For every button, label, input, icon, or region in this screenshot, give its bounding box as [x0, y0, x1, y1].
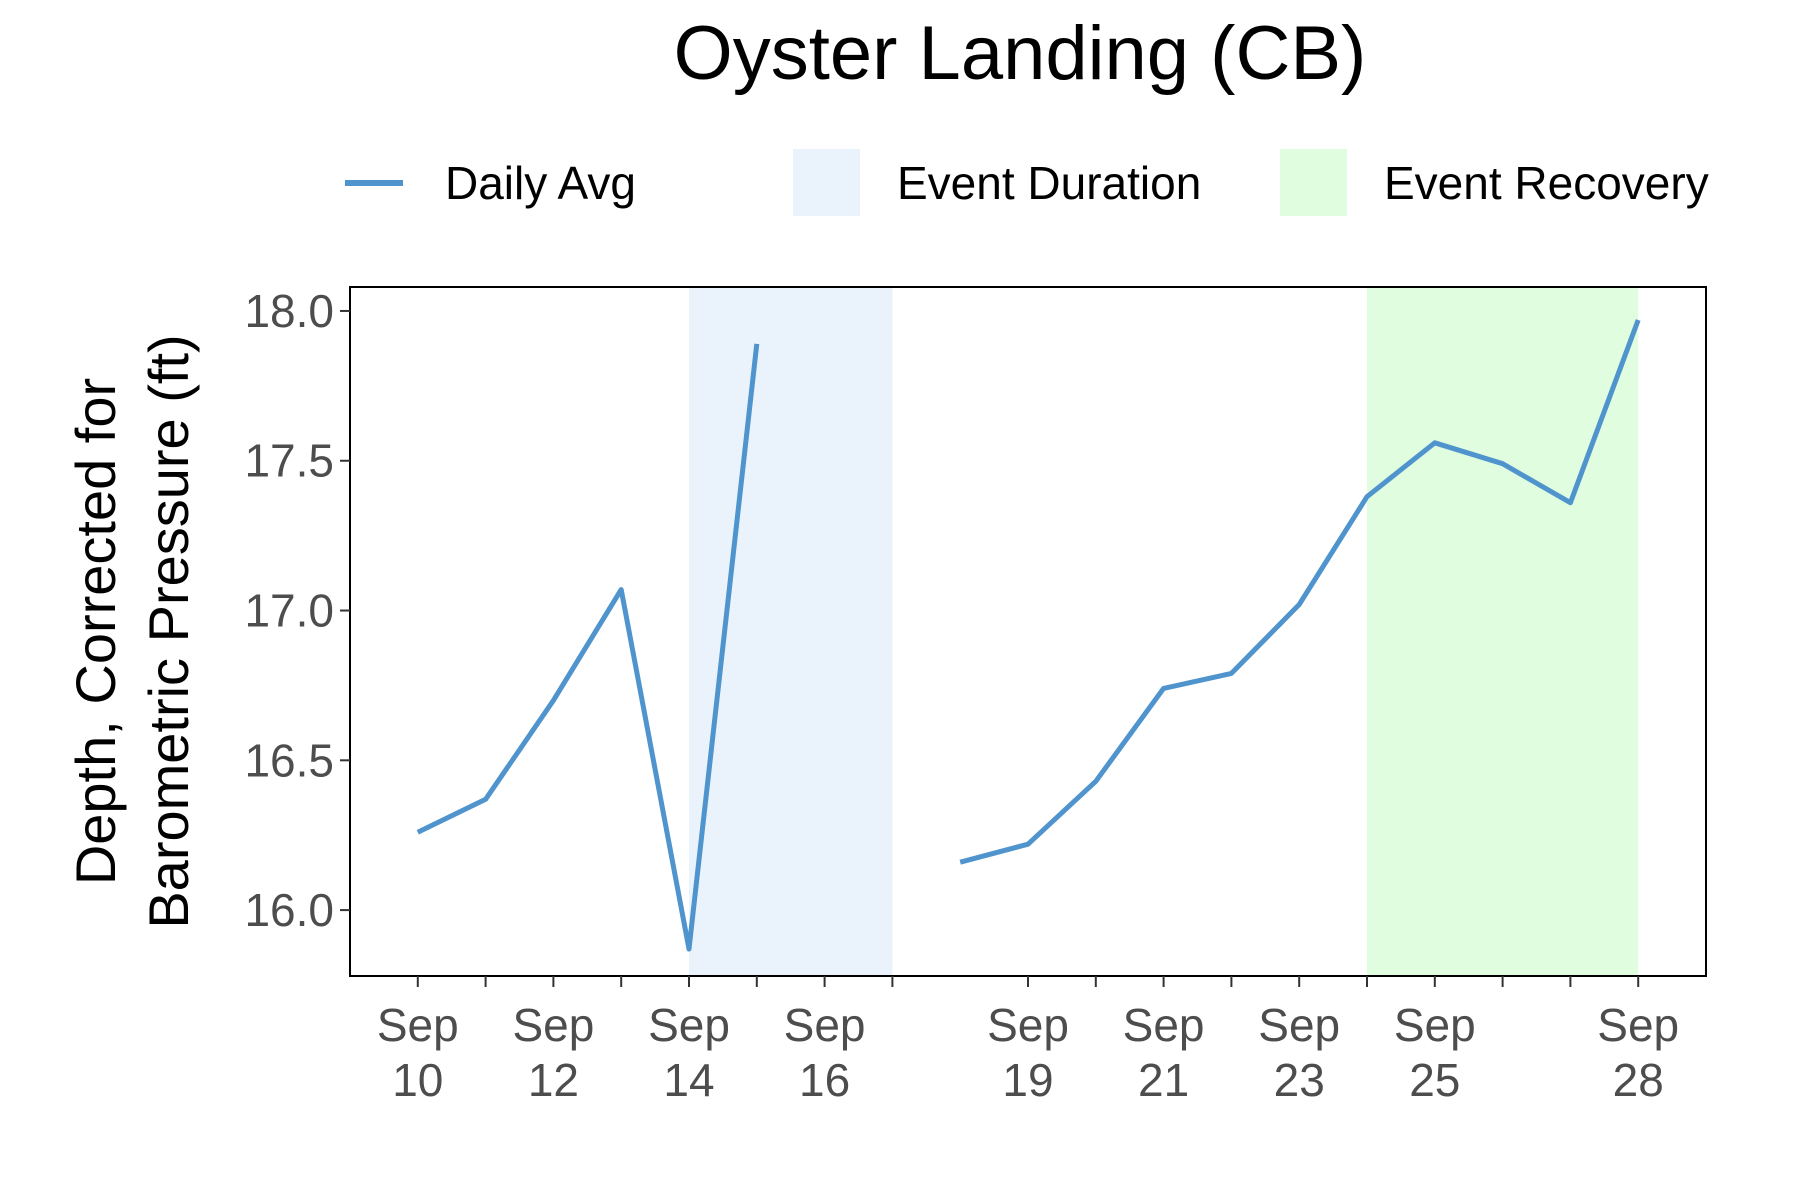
- y-axis-label-line: Barometric Pressure (ft): [137, 334, 200, 928]
- x-tick-label: Sep: [1394, 999, 1476, 1051]
- x-tick-label: 21: [1138, 1054, 1189, 1106]
- band-event-recovery: [1367, 287, 1639, 976]
- event-bands: [689, 287, 1639, 976]
- y-tick-label: 16.0: [244, 884, 334, 936]
- x-tick-label: 28: [1613, 1054, 1664, 1106]
- band-event-duration: [689, 287, 893, 976]
- y-tick-label: 16.5: [244, 734, 334, 786]
- legend-label: Event Duration: [897, 157, 1201, 209]
- x-tick-label: Sep: [648, 999, 730, 1051]
- y-tick-label: 17.0: [244, 585, 334, 637]
- series-line-daily-avg-segment-1: [416, 343, 760, 952]
- y-axis-label: Depth, Corrected for Barometric Pressure …: [64, 334, 200, 928]
- x-tick-label: 16: [799, 1054, 850, 1106]
- legend-label: Event Recovery: [1384, 157, 1709, 209]
- x-tick-label: Sep: [1123, 999, 1205, 1051]
- x-tick-label: Sep: [987, 999, 1069, 1051]
- y-tick-label: 18.0: [244, 285, 334, 337]
- chart-title: Oyster Landing (CB): [673, 11, 1367, 96]
- y-axis-label-line: Depth, Corrected for: [64, 378, 127, 885]
- x-tick-label: Sep: [377, 999, 459, 1051]
- x-tick-label: 10: [392, 1054, 443, 1106]
- x-tick-label: 23: [1274, 1054, 1325, 1106]
- legend-key-event-recovery: [1280, 149, 1347, 216]
- legend: Daily Avg Event Duration Event Recovery: [345, 149, 1709, 216]
- x-tick-label: Sep: [1258, 999, 1340, 1051]
- y-tick-label: 17.5: [244, 435, 334, 487]
- x-tick-label: 25: [1409, 1054, 1460, 1106]
- x-tick-label: 14: [663, 1054, 714, 1106]
- x-tick-label: 12: [528, 1054, 579, 1106]
- legend-key-event-duration: [793, 149, 860, 216]
- x-tick-label: Sep: [1597, 999, 1679, 1051]
- legend-label: Daily Avg: [445, 157, 636, 209]
- x-tick-label: Sep: [784, 999, 866, 1051]
- x-axis: Sep10Sep12Sep14Sep16Sep19Sep21Sep23Sep25…: [377, 976, 1679, 1106]
- x-tick-label: Sep: [512, 999, 594, 1051]
- y-axis: 16.0 16.5 17.0 17.5 18.0: [244, 285, 350, 936]
- x-tick-label: 19: [1002, 1054, 1053, 1106]
- series-lines: [416, 319, 1641, 952]
